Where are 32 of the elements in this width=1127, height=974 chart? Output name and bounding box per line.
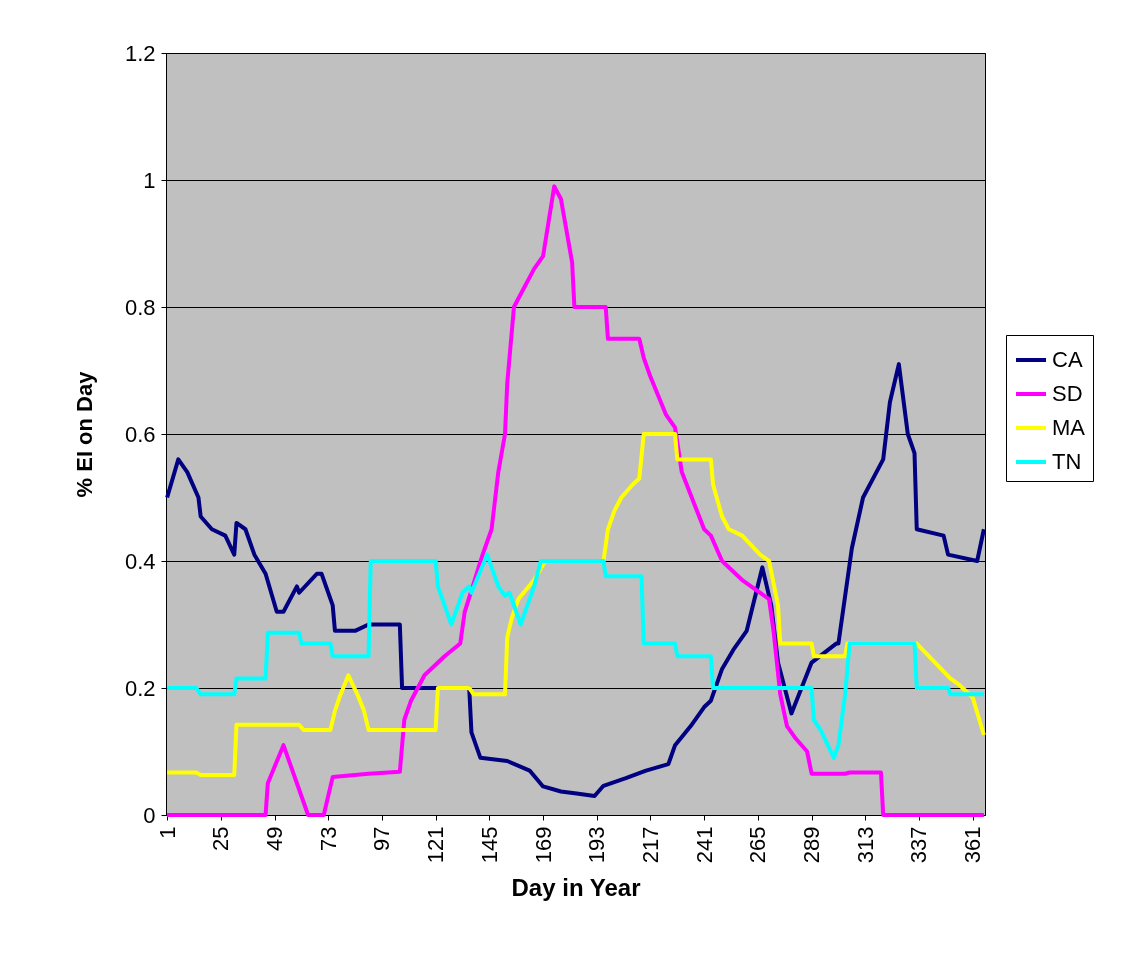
x-tick-label: 289: [799, 826, 825, 864]
legend-label: TN: [1052, 449, 1082, 474]
x-tick-label: 217: [637, 826, 663, 864]
x-tick-label: 145: [476, 826, 502, 864]
x-tick-label: 241: [691, 826, 717, 864]
x-tick-label: 1: [154, 826, 180, 839]
line-series: [165, 362, 986, 798]
y-tick-label: 0.4: [124, 548, 156, 574]
x-tick-label: 361: [960, 826, 986, 864]
x-tick-label: 121: [423, 826, 449, 864]
line-series: [165, 184, 986, 817]
x-tick-label: 337: [906, 826, 932, 864]
legend-label: MA: [1052, 415, 1086, 440]
x-tick-label: 169: [530, 826, 556, 864]
y-tick-label: 1: [143, 167, 156, 193]
x-tick-label: 73: [315, 826, 341, 851]
x-tick-label: 97: [369, 826, 395, 851]
x-tick-label: 313: [852, 826, 878, 864]
x-axis-title: Day in Year: [511, 874, 641, 902]
y-tick-label: 0.6: [124, 421, 156, 447]
x-tick-label: 193: [584, 826, 610, 864]
x-tick-label: 49: [262, 826, 288, 851]
legend-label: SD: [1052, 381, 1083, 406]
y-tick-label: 0.2: [124, 675, 156, 701]
line-series: [165, 552, 986, 760]
legend-label: CA: [1052, 347, 1083, 372]
y-tick-label: 1.2: [124, 40, 156, 66]
y-axis-title: % EI on Day: [71, 370, 97, 498]
y-tick-label: 0.8: [124, 294, 156, 320]
x-tick-label: 25: [208, 826, 234, 851]
y-tick-label: 0: [143, 802, 156, 828]
x-tick-label: 265: [745, 826, 771, 864]
